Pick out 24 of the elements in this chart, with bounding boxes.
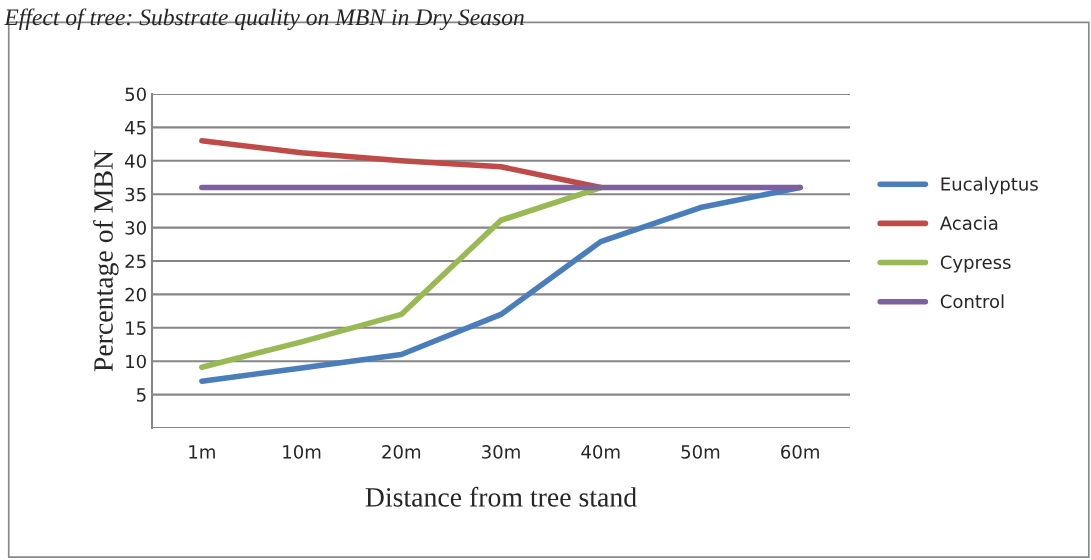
legend-label: Control <box>940 294 1004 309</box>
y-tick-label: 15 <box>126 321 146 335</box>
x-tick-label: 1m <box>189 445 215 459</box>
y-tick-label: 50 <box>125 87 146 102</box>
x-tick-label: 30m <box>482 444 520 459</box>
legend-label: Acacia <box>939 215 998 230</box>
y-tick-label: 10 <box>126 354 146 369</box>
y-tick-label: 45 <box>125 121 146 135</box>
y-tick-label: 25 <box>125 254 146 269</box>
x-tick-label: 40m <box>581 444 620 459</box>
y-tick-label: 30 <box>125 221 146 235</box>
y-tick-label: 40 <box>125 154 146 168</box>
legend-label: Eucalyptus <box>941 176 1038 195</box>
x-tick-label: 10m <box>283 444 321 459</box>
x-tick-label: 20m <box>382 444 421 459</box>
x-tick-label: 50m <box>681 444 720 459</box>
y-tick-label: 5 <box>137 388 146 402</box>
y-tick-label: 20 <box>125 287 146 302</box>
chart-title: Effect of tree: Substrate quality on MBN in Dry Season <box>4 8 524 31</box>
x-tick-label: 60m <box>781 444 819 459</box>
y-axis-title: Percentage of MBN <box>93 150 119 372</box>
legend-label: Cypress <box>940 255 1011 273</box>
x-axis-title: Distance from tree stand <box>365 486 637 507</box>
y-tick-label: 35 <box>125 187 146 202</box>
